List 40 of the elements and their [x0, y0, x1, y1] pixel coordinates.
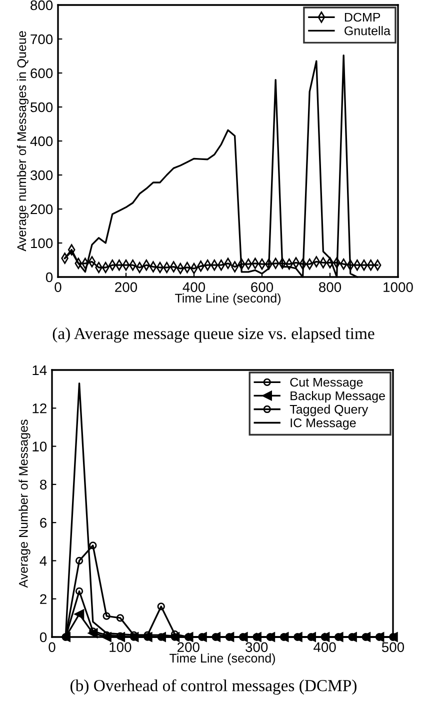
y-tick-label: 2 — [40, 594, 46, 604]
x-tick-label: 800 — [319, 282, 342, 292]
x-tick-label: 0 — [54, 282, 62, 292]
legend-label: DCMP — [344, 12, 380, 22]
legend-label: IC Message — [290, 418, 356, 430]
y-tick-label: 200 — [30, 204, 53, 214]
y-tick-label: 14 — [32, 365, 47, 376]
x-tick-label: 400 — [314, 642, 336, 652]
y-tick-label: 100 — [31, 238, 53, 248]
x-tick-label: 1000 — [384, 282, 413, 292]
x-tick-label: 100 — [110, 642, 132, 652]
y-tick-label: 4 — [40, 556, 47, 566]
y-tick-label: 400 — [30, 136, 53, 146]
x-tick-label: 400 — [182, 282, 206, 292]
x-tick-label: 200 — [115, 282, 138, 292]
x-axis-title: Time Line (second) — [170, 653, 275, 666]
y-tick-label: 10 — [32, 442, 47, 452]
x-tick-label: 300 — [246, 642, 268, 652]
legend-label: Gnutella — [344, 26, 390, 36]
y-tick-label: 500 — [30, 102, 53, 112]
text: (a) Average message queue size vs. elapsed time — [52, 327, 374, 343]
text: (b) Overhead of control messages (DCMP) — [70, 679, 356, 695]
y-tick-label: 8 — [40, 480, 47, 490]
y-tick-label: 300 — [30, 170, 53, 180]
y-tick-label: 700 — [30, 34, 53, 44]
y-tick-label: 600 — [30, 68, 53, 78]
y-tick-label: 0 — [46, 272, 53, 282]
y-tick-label: 6 — [40, 518, 47, 528]
y-tick-label: 0 — [40, 632, 47, 642]
legend-label: Tagged Query — [290, 404, 368, 416]
y-axis-title: Average Number of Messages — [18, 420, 30, 588]
x-tick-label: 200 — [178, 642, 200, 652]
x-tick-label: 600 — [251, 282, 274, 292]
y-tick-label: 800 — [30, 0, 53, 10]
x-axis-title: Time Line (second) — [175, 293, 280, 306]
x-tick-label: 500 — [382, 642, 404, 652]
legend-label: Backup Message — [290, 391, 385, 403]
y-axis-title: Average number of Messages in Queue — [16, 31, 29, 252]
legend-label: Cut Message — [290, 378, 363, 390]
y-tick-label: 12 — [32, 403, 46, 414]
